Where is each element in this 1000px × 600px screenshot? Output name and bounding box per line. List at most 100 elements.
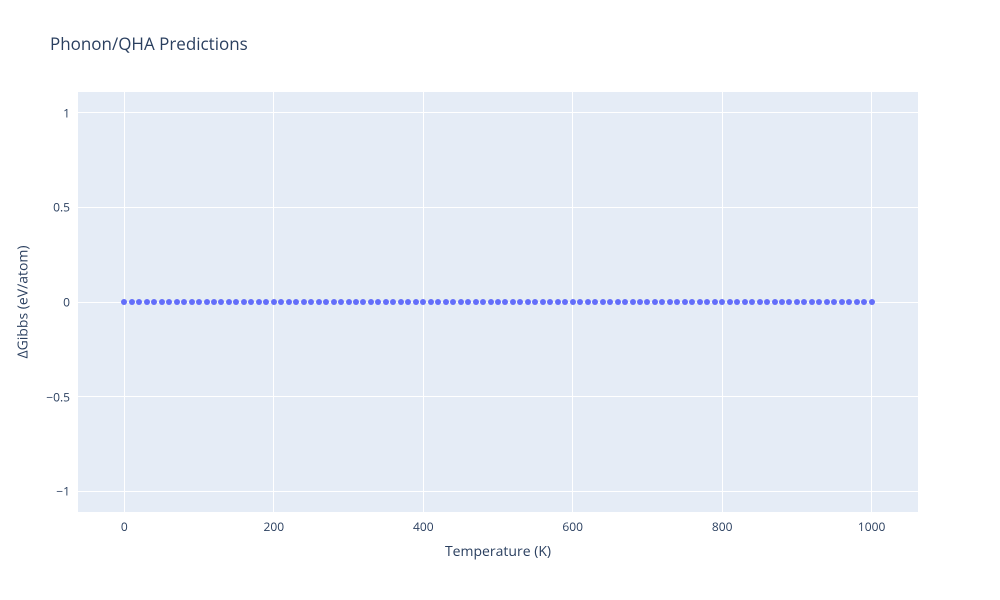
data-point[interactable]	[749, 299, 755, 305]
data-point[interactable]	[398, 299, 404, 305]
data-point[interactable]	[622, 299, 628, 305]
data-point[interactable]	[450, 299, 456, 305]
data-point[interactable]	[697, 299, 703, 305]
data-point[interactable]	[831, 299, 837, 305]
data-point[interactable]	[510, 299, 516, 305]
data-point[interactable]	[368, 299, 374, 305]
data-point[interactable]	[241, 299, 247, 305]
data-point[interactable]	[637, 299, 643, 305]
data-point[interactable]	[644, 299, 650, 305]
data-point[interactable]	[562, 299, 568, 305]
data-point[interactable]	[794, 299, 800, 305]
data-point[interactable]	[540, 299, 546, 305]
data-point[interactable]	[420, 299, 426, 305]
data-point[interactable]	[846, 299, 852, 305]
data-point[interactable]	[592, 299, 598, 305]
data-point[interactable]	[256, 299, 262, 305]
data-point[interactable]	[488, 299, 494, 305]
data-point[interactable]	[121, 299, 127, 305]
data-point[interactable]	[547, 299, 553, 305]
data-point[interactable]	[443, 299, 449, 305]
data-point[interactable]	[712, 299, 718, 305]
data-point[interactable]	[360, 299, 366, 305]
data-point[interactable]	[667, 299, 673, 305]
data-point[interactable]	[525, 299, 531, 305]
data-point[interactable]	[577, 299, 583, 305]
data-point[interactable]	[809, 299, 815, 305]
data-point[interactable]	[674, 299, 680, 305]
data-point[interactable]	[742, 299, 748, 305]
data-point[interactable]	[570, 299, 576, 305]
data-point[interactable]	[323, 299, 329, 305]
data-point[interactable]	[465, 299, 471, 305]
data-point[interactable]	[136, 299, 142, 305]
data-point[interactable]	[151, 299, 157, 305]
data-point[interactable]	[166, 299, 172, 305]
data-point[interactable]	[502, 299, 508, 305]
data-point[interactable]	[390, 299, 396, 305]
data-point[interactable]	[734, 299, 740, 305]
data-point[interactable]	[218, 299, 224, 305]
data-point[interactable]	[816, 299, 822, 305]
data-point[interactable]	[689, 299, 695, 305]
data-point[interactable]	[555, 299, 561, 305]
data-point[interactable]	[532, 299, 538, 305]
data-point[interactable]	[226, 299, 232, 305]
data-point[interactable]	[757, 299, 763, 305]
data-point[interactable]	[353, 299, 359, 305]
data-point[interactable]	[278, 299, 284, 305]
data-point[interactable]	[682, 299, 688, 305]
data-point[interactable]	[727, 299, 733, 305]
data-point[interactable]	[801, 299, 807, 305]
data-point[interactable]	[854, 299, 860, 305]
data-point[interactable]	[659, 299, 665, 305]
data-point[interactable]	[189, 299, 195, 305]
data-point[interactable]	[480, 299, 486, 305]
data-point[interactable]	[204, 299, 210, 305]
data-point[interactable]	[458, 299, 464, 305]
data-point[interactable]	[174, 299, 180, 305]
data-point[interactable]	[316, 299, 322, 305]
data-point[interactable]	[129, 299, 135, 305]
data-point[interactable]	[861, 299, 867, 305]
data-point[interactable]	[375, 299, 381, 305]
data-point[interactable]	[263, 299, 269, 305]
data-point[interactable]	[719, 299, 725, 305]
data-point[interactable]	[286, 299, 292, 305]
data-point[interactable]	[839, 299, 845, 305]
data-point[interactable]	[211, 299, 217, 305]
data-point[interactable]	[495, 299, 501, 305]
data-point[interactable]	[196, 299, 202, 305]
data-point[interactable]	[607, 299, 613, 305]
data-point[interactable]	[786, 299, 792, 305]
data-point[interactable]	[413, 299, 419, 305]
data-point[interactable]	[338, 299, 344, 305]
data-point[interactable]	[346, 299, 352, 305]
data-point[interactable]	[824, 299, 830, 305]
data-point[interactable]	[248, 299, 254, 305]
data-point[interactable]	[630, 299, 636, 305]
data-point[interactable]	[301, 299, 307, 305]
data-point[interactable]	[308, 299, 314, 305]
data-point[interactable]	[144, 299, 150, 305]
data-point[interactable]	[652, 299, 658, 305]
data-point[interactable]	[428, 299, 434, 305]
data-point[interactable]	[600, 299, 606, 305]
data-point[interactable]	[869, 299, 875, 305]
data-point[interactable]	[473, 299, 479, 305]
data-point[interactable]	[159, 299, 165, 305]
data-point[interactable]	[405, 299, 411, 305]
data-point[interactable]	[779, 299, 785, 305]
data-point[interactable]	[233, 299, 239, 305]
data-point[interactable]	[331, 299, 337, 305]
data-point[interactable]	[383, 299, 389, 305]
data-point[interactable]	[764, 299, 770, 305]
data-point[interactable]	[435, 299, 441, 305]
data-point[interactable]	[585, 299, 591, 305]
data-point[interactable]	[271, 299, 277, 305]
data-point[interactable]	[517, 299, 523, 305]
data-point[interactable]	[772, 299, 778, 305]
data-point[interactable]	[704, 299, 710, 305]
data-point[interactable]	[181, 299, 187, 305]
data-point[interactable]	[615, 299, 621, 305]
